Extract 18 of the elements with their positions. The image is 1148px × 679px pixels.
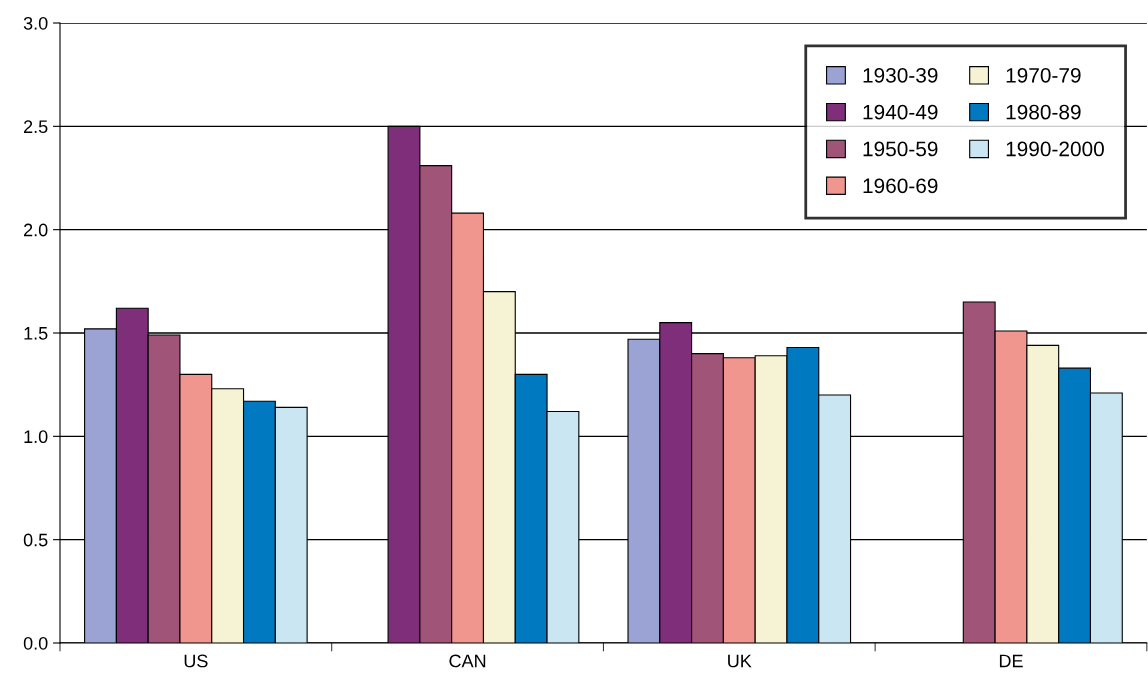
legend-label: 1990-2000	[1006, 141, 1104, 157]
legend-label: 1970-79	[1006, 67, 1081, 83]
y-tick-label: 2.5	[24, 120, 48, 134]
y-tick-label: 3.0	[23, 16, 48, 30]
x-tick-label: DE	[999, 654, 1023, 668]
legend-label: 1980-89	[1006, 104, 1081, 120]
y-tick-label: 1.5	[24, 327, 48, 340]
y-tick-label: 0.0	[23, 636, 48, 650]
legend-label: 1930-39	[863, 67, 938, 83]
x-tick-label: UK	[728, 654, 752, 668]
y-tick-label: 2.0	[24, 223, 48, 237]
legend-label: 1950-59	[863, 141, 938, 157]
x-tick-label: US	[184, 654, 208, 668]
x-tick-label: CAN	[449, 654, 486, 668]
y-tick-label: 0.5	[23, 533, 48, 547]
legend-label: 1940-49	[863, 104, 938, 120]
y-tick-label: 1.0	[24, 430, 48, 444]
legend-label: 1960-69	[863, 178, 938, 194]
